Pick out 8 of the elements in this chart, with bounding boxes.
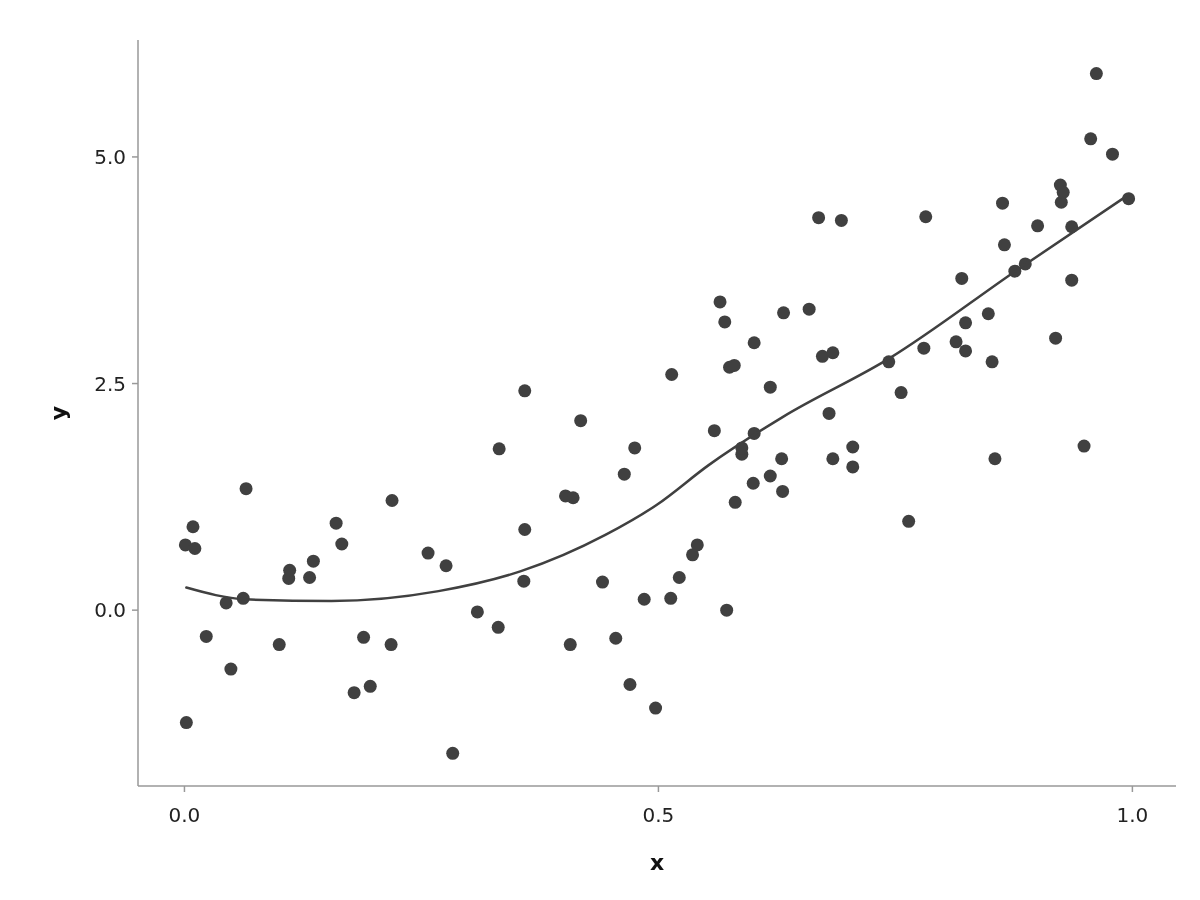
y-tick-label: 5.0 xyxy=(94,144,126,169)
x-tick-label: 1.0 xyxy=(1116,803,1149,827)
x-axis-title: x xyxy=(649,850,665,875)
y-axis-title: y xyxy=(46,405,71,421)
y-tick-label: 2.5 xyxy=(94,371,126,396)
x-tick-label: 0.0 xyxy=(168,803,201,827)
y-tick-label: 0.0 xyxy=(94,598,126,623)
x-tick-label: 0.5 xyxy=(642,803,675,827)
